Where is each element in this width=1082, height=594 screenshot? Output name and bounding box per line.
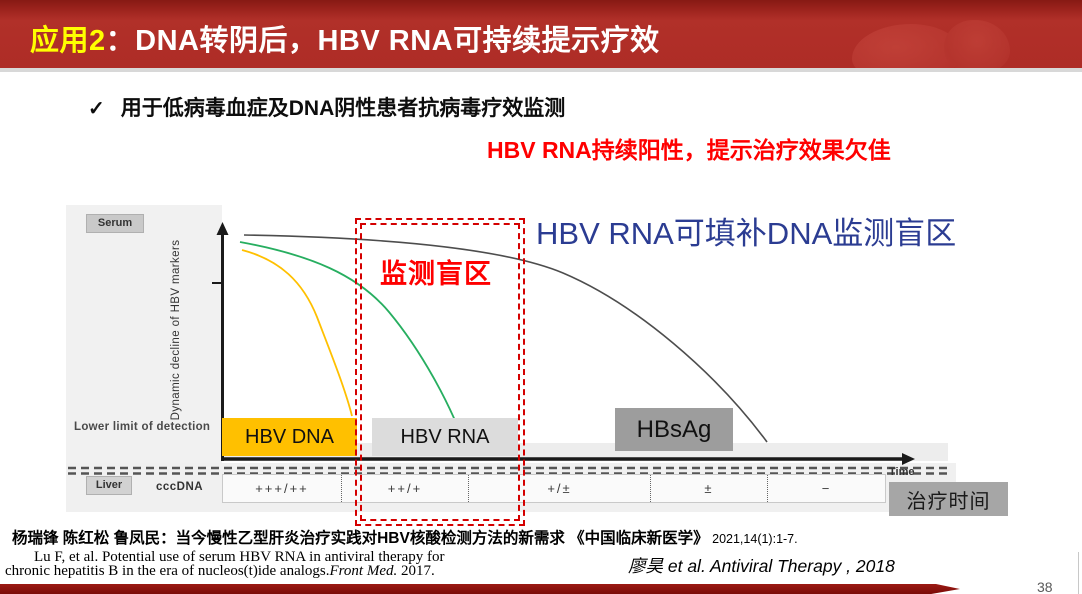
bullet-text: 用于低病毒血症及DNA阴性患者抗病毒疗效监测 [120, 97, 566, 120]
cccdna-level-cell: − [821, 481, 832, 496]
hbv-markers-figure: Serum Dynamic decline of HBV markers Low… [66, 205, 956, 512]
reference-journal-italic: Front Med. [329, 563, 398, 579]
treatment-time-box: 治疗时间 [889, 482, 1008, 516]
warning-text: HBV RNA持续阳性，提示治疗效果欠佳 [487, 137, 891, 163]
x-axis-arrow [902, 453, 915, 465]
cccdna-level-cell: +++/++ [223, 475, 342, 502]
cccdna-level-cell: ± [651, 475, 768, 502]
slide-header: 应用2：DNA转阴后，HBV RNA可持续提示疗效 [0, 0, 1082, 68]
hbsag-box: HBsAg [615, 408, 733, 451]
cccdna-table: +++/++ ++/+ +/± ± − [222, 474, 886, 503]
reference-line-3-text: chronic hepatitis B in the era of nucleo… [5, 563, 330, 579]
reference-line-1-text: 杨瑞锋 陈红松 鲁凤民：当今慢性乙型肝炎治疗实践对HBV核酸检测方法的新需求 《… [12, 530, 709, 547]
hbv-rna-box: HBV RNA [372, 418, 518, 456]
checkmark-icon: ✓ [88, 98, 105, 120]
cccdna-level-cell: +/± [469, 475, 651, 502]
page-title: 应用2：DNA转阴后，HBV RNA可持续提示疗效 [30, 17, 660, 59]
lower-limit-label: Lower limit of detection [74, 421, 211, 433]
cccdna-label: cccDNA [156, 481, 204, 493]
reference-line-1: 杨瑞锋 陈红松 鲁凤民：当今慢性乙型肝炎治疗实践对HBV核酸检测方法的新需求 《… [12, 526, 798, 548]
reference-line-3: chronic hepatitis B in the era of nucleo… [5, 563, 435, 580]
page-number: 38 [1037, 579, 1053, 594]
reference-line-2: Lu F, et al. Potential use of serum HBV … [34, 549, 445, 565]
reference-right: 廖昊 et al. Antiviral Therapy , 2018 [628, 556, 895, 576]
bullet-line: ✓ 用于低病毒血症及DNA阴性患者抗病毒疗效监测 [88, 92, 565, 122]
liver-lobe-right [944, 20, 1010, 68]
blind-zone-label: 监测盲区 [380, 259, 492, 289]
header-divider [0, 68, 1082, 72]
hbv-dna-box: HBV DNA [222, 418, 357, 456]
y-axis-arrow [216, 222, 229, 235]
time-axis-label: Time [889, 466, 915, 478]
figure-headline: HBV RNA可填补DNA监测盲区 [536, 216, 957, 251]
bottom-accent-bar [0, 584, 960, 594]
y-axis-label: Dynamic decline of HBV markers [170, 239, 182, 421]
blind-zone-dashed-box-inner [360, 223, 520, 521]
hbsag-curve [243, 234, 768, 443]
blind-zone-dashed-box [355, 218, 525, 526]
liver-icon [852, 10, 1022, 68]
hbv-dna-curve [241, 249, 353, 417]
liver-chip: Liver [86, 476, 132, 495]
hbv-rna-curve [239, 241, 469, 455]
reference-line-3-suffix: 2017. [397, 563, 435, 579]
slide-edge-line [1078, 552, 1079, 594]
page-title-highlight: 应用2 [30, 25, 106, 57]
page-title-rest: ：DNA转阴后，HBV RNA可持续提示疗效 [105, 25, 660, 57]
figure-left-panel [66, 205, 222, 463]
cccdna-level-cell: ++/+ [342, 475, 469, 502]
serum-chip: Serum [86, 214, 144, 233]
reference-line-1-suffix: 2021,14(1):1-7. [708, 532, 798, 546]
